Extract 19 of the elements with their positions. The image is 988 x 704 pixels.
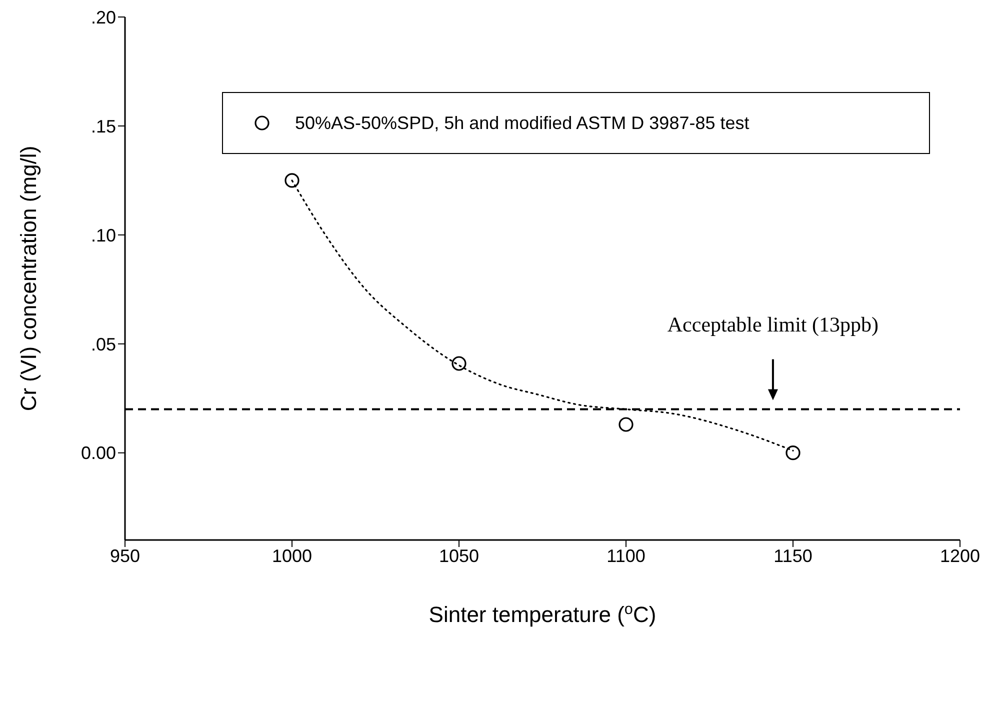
- x-tick-label: 1000: [272, 546, 312, 566]
- x-tick-label: 1100: [606, 546, 646, 566]
- x-tick-label: 1200: [940, 546, 980, 566]
- y-tick-label: .05: [90, 334, 116, 354]
- x-axis-title: Sinter temperature ($^{o}$C): [428, 600, 656, 627]
- legend-label: 50%AS-50%SPD, 5h and modified ASTM D 3987-85 test: [295, 112, 750, 134]
- point: [452, 356, 466, 371]
- y-tick-label: .15: [90, 116, 116, 136]
- point: [618, 417, 634, 432]
- point: [786, 446, 800, 460]
- y-tick-label: .10: [90, 225, 116, 246]
- annotation: Acceptable limit (13ppb): [667, 312, 879, 336]
- x-tick-label: 1050: [438, 546, 480, 566]
- point: [284, 173, 300, 188]
- x-tick-label: 950: [110, 546, 140, 566]
- x-tick-label: 1150: [774, 546, 812, 566]
- y-tick-label: 0.00: [80, 443, 116, 464]
- y-tick-label: .20: [90, 7, 116, 28]
- y-axis-title: Cr (VI) concentration (mg/l): [16, 146, 41, 412]
